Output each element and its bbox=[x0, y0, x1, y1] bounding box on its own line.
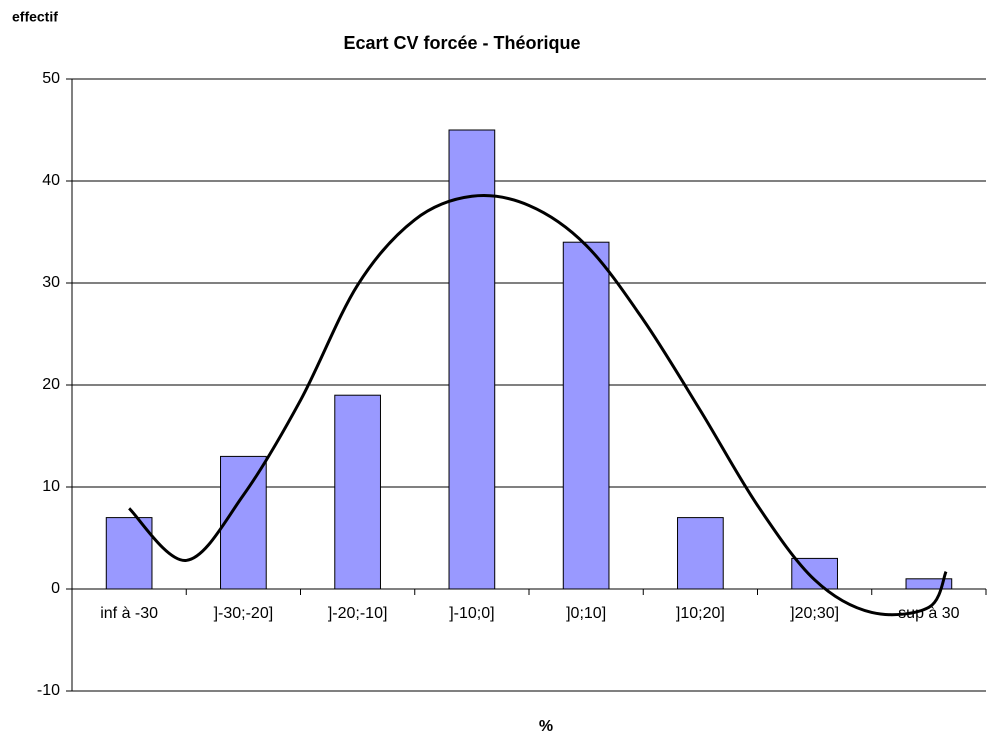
x-tick-label: ]-10;0] bbox=[449, 605, 494, 622]
y-tick-label: 40 bbox=[42, 172, 60, 189]
bar bbox=[905, 578, 953, 590]
bar bbox=[220, 455, 267, 590]
bar bbox=[677, 517, 724, 590]
y-tick-label: 10 bbox=[42, 478, 60, 495]
x-tick-label: sup à 30 bbox=[898, 605, 959, 622]
x-tick-label: inf à -30 bbox=[100, 605, 158, 622]
x-tick-label: ]0;10] bbox=[566, 605, 606, 622]
x-tick-label: ]-30;-20] bbox=[214, 605, 274, 622]
x-tick-label: ]20;30] bbox=[790, 605, 839, 622]
y-tick-label: 30 bbox=[42, 274, 60, 291]
trend-line bbox=[128, 194, 948, 617]
bar bbox=[448, 129, 496, 590]
y-tick-label: 50 bbox=[42, 70, 60, 87]
bar bbox=[562, 241, 610, 590]
chart-title: Ecart CV forcée - Théorique bbox=[343, 33, 580, 53]
y-tick-label: 20 bbox=[42, 376, 60, 393]
bar bbox=[334, 394, 381, 590]
x-tick-label: ]-20;-10] bbox=[328, 605, 388, 622]
bar bbox=[105, 517, 153, 590]
x-tick-label: ]10;20] bbox=[676, 605, 725, 622]
y-axis-label: effectif bbox=[12, 9, 58, 25]
y-tick-label: -10 bbox=[37, 682, 60, 699]
x-axis-label: % bbox=[539, 718, 553, 735]
y-tick-label: 0 bbox=[51, 580, 60, 597]
